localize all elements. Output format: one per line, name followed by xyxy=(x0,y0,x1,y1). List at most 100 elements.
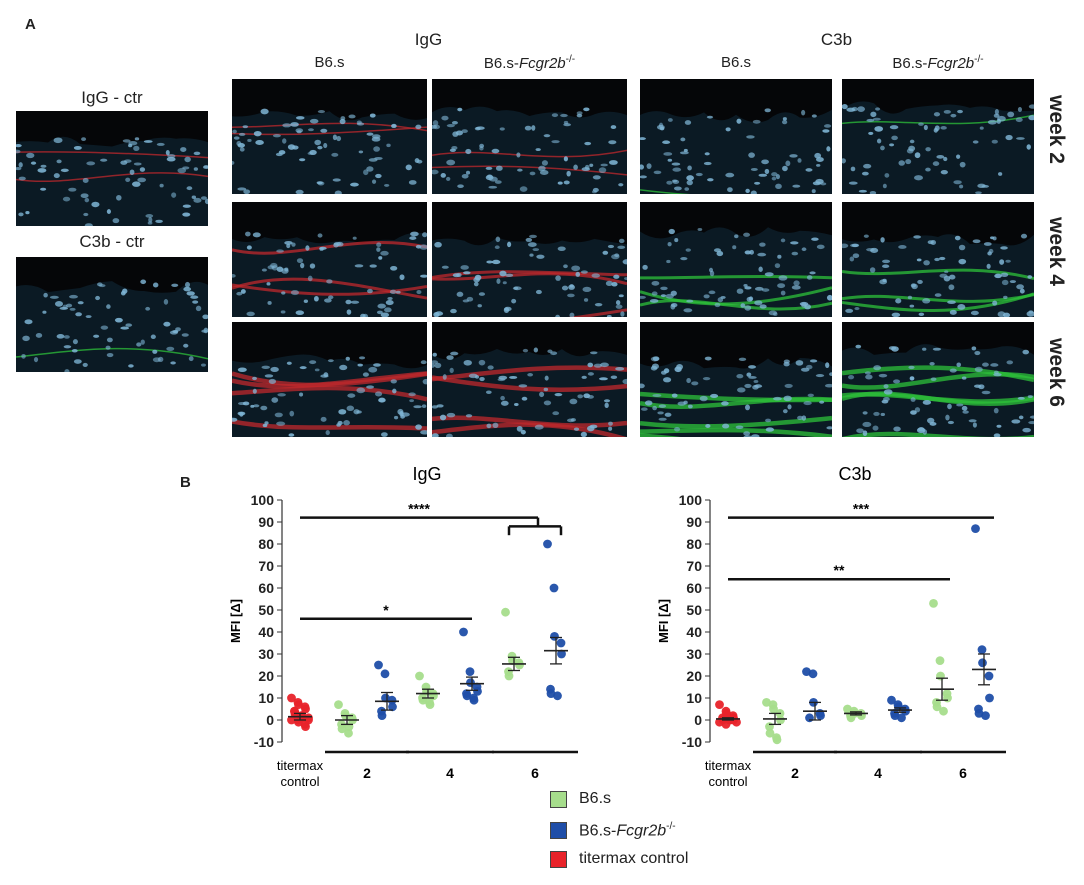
c3b-point-4-4 xyxy=(901,706,910,716)
igg-sig-label-a: **** xyxy=(408,501,430,517)
igg-col-fcgr: B6.s-Fcgr2b-/- xyxy=(483,54,576,72)
igg-group-title: IgG xyxy=(414,30,443,49)
c3b-xlabel-week-6: 6 xyxy=(959,765,967,781)
legend-item-b6s: B6.s xyxy=(550,790,611,808)
igg-point-4-8 xyxy=(469,695,479,705)
c3b-chart-title: C3b xyxy=(838,464,871,484)
c3b-point-6-0 xyxy=(971,524,980,533)
igg-col-b6s: B6.s xyxy=(314,54,345,71)
c3b-y-axis-label: MFI [Δ] xyxy=(656,599,671,643)
igg-point-2-6 xyxy=(377,711,387,720)
igg-point-0-14 xyxy=(301,722,310,731)
igg-xlabel-control-line1: titermax xyxy=(277,758,324,773)
igg-point-0-4 xyxy=(301,704,310,714)
igg-control-title: IgG - ctr xyxy=(81,88,143,107)
igg-point-6-0 xyxy=(543,539,552,549)
igg-xlabel-week-6: 6 xyxy=(531,765,539,781)
igg-point-4-4 xyxy=(473,687,482,696)
igg-point-2-1 xyxy=(380,669,390,679)
micrograph-c3b-control xyxy=(16,257,208,372)
c3b-ytick-label-0: 0 xyxy=(694,712,702,728)
c3b-point-0-0 xyxy=(715,700,724,709)
c3b-point-5-1 xyxy=(935,656,945,665)
micrograph-r2-c1 xyxy=(232,202,427,317)
micrograph-r2-c3 xyxy=(640,202,832,317)
igg-point-1-0 xyxy=(334,700,343,709)
c3b-point-6-3 xyxy=(984,671,994,681)
micrograph-r1-c1 xyxy=(232,79,427,194)
c3b-ytick-label-100: 100 xyxy=(679,492,703,508)
igg-point-4-2 xyxy=(466,678,475,687)
igg-xlabel-control-line2: control xyxy=(280,774,319,789)
igg-point-3-8 xyxy=(425,700,435,709)
c3b-point-0-11 xyxy=(721,720,731,729)
igg-ytick-label-50: 50 xyxy=(258,602,274,618)
c3b-point-6-1 xyxy=(977,645,987,654)
c3b-point-1-6 xyxy=(765,728,775,738)
igg-point-3-0 xyxy=(415,671,424,681)
c3b-xlabel-week-2: 2 xyxy=(791,765,799,781)
igg-chart-title: IgG xyxy=(412,464,441,484)
legend-label-fcgr: B6.s-Fcgr2b-/- xyxy=(579,821,676,840)
c3b-point-5-4 xyxy=(943,693,952,703)
igg-ytick-label-70: 70 xyxy=(258,558,274,574)
c3b-col-fcgr: B6.s-Fcgr2b-/- xyxy=(892,54,984,72)
igg-ytick-label--10: -10 xyxy=(254,734,274,750)
micrograph-r3-c1 xyxy=(232,322,427,437)
micrograph-r3-c4 xyxy=(842,322,1034,437)
igg-point-1-8 xyxy=(344,722,354,731)
igg-point-0-0 xyxy=(287,693,296,703)
c3b-sig-label-b: ** xyxy=(834,562,845,578)
igg-point-5-0 xyxy=(501,607,510,617)
igg-ytick-label-90: 90 xyxy=(258,514,274,530)
c3b-ytick-label-10: 10 xyxy=(686,690,702,706)
c3b-point-4-0 xyxy=(887,695,896,705)
c3b-sig-label-a: *** xyxy=(853,501,870,517)
legend-label-control: titermax control xyxy=(579,850,689,867)
c3b-point-6-7 xyxy=(981,711,990,720)
igg-point-5-6 xyxy=(504,671,514,681)
c3b-group-title: C3b xyxy=(820,30,853,49)
igg-point-6-4 xyxy=(557,649,566,659)
c3b-ytick-label-60: 60 xyxy=(686,580,702,596)
c3b-ytick-label-30: 30 xyxy=(686,646,702,662)
c3b-point-6-4 xyxy=(985,693,994,703)
c3b-xlabel-control-line1: titermax xyxy=(705,758,752,773)
week-4-label: week 4 xyxy=(1045,217,1068,286)
c3b-point-6-2 xyxy=(978,658,987,668)
week-6-label: week 6 xyxy=(1045,338,1068,407)
c3b-point-1-8 xyxy=(772,735,782,745)
micrograph-r1-c2 xyxy=(432,79,627,194)
c3b-ytick-label-40: 40 xyxy=(686,624,702,640)
c3b-col-b6s: B6.s xyxy=(720,54,751,71)
c3b-point-5-2 xyxy=(936,671,945,681)
c3b-point-4-7 xyxy=(897,713,906,723)
legend-swatch-fcgr xyxy=(550,822,567,840)
igg-ytick-label-60: 60 xyxy=(258,580,274,596)
micrograph-r2-c2 xyxy=(432,202,627,317)
micrograph-r1-c3 xyxy=(640,79,832,194)
c3b-xlabel-week-4: 4 xyxy=(874,765,882,781)
micrograph-r3-c2 xyxy=(432,322,627,437)
igg-point-2-0 xyxy=(374,660,383,670)
igg-ytick-label-80: 80 xyxy=(258,536,274,552)
igg-point-6-1 xyxy=(549,583,559,593)
igg-point-0-10 xyxy=(287,715,296,725)
igg-ytick-label-0: 0 xyxy=(266,712,274,728)
igg-sig-label-b: * xyxy=(383,602,389,618)
c3b-ytick-label-80: 80 xyxy=(686,536,702,552)
legend-item-fcgr: B6.s-Fcgr2b-/- xyxy=(550,821,676,840)
legend-swatch-b6s xyxy=(550,790,567,808)
c3b-point-2-4 xyxy=(816,711,825,720)
micrograph-igg-control xyxy=(16,111,208,226)
igg-xlabel-week-4: 4 xyxy=(446,765,454,781)
igg-point-6-3 xyxy=(556,638,566,648)
igg-ytick-label-10: 10 xyxy=(258,690,274,706)
igg-ytick-label-100: 100 xyxy=(251,492,275,508)
c3b-point-3-6 xyxy=(846,713,856,723)
c3b-point-2-1 xyxy=(808,669,818,679)
c3b-point-5-7 xyxy=(939,706,948,716)
c3b-mfi-scatter-chart: C3b -10 0 10 20 30 40 50 60 70 80 90 100 MFI [Δ] titer… xyxy=(656,464,1006,789)
c3b-ytick-label-90: 90 xyxy=(686,514,702,530)
c3b-point-1-4 xyxy=(776,715,785,725)
